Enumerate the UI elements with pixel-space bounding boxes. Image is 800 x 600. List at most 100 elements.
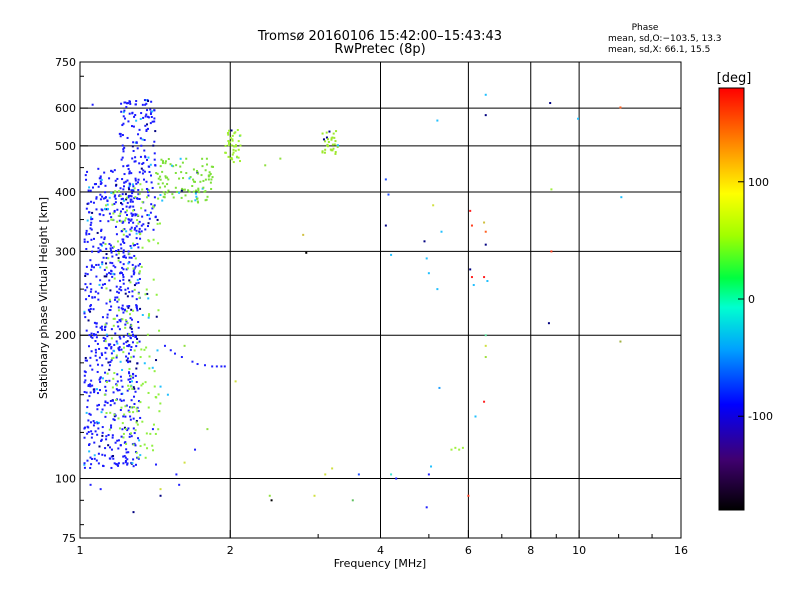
data-point (138, 277, 141, 280)
data-point (331, 467, 334, 470)
data-point (115, 253, 118, 256)
data-point (147, 391, 150, 394)
data-point (425, 506, 428, 509)
data-point (152, 449, 155, 452)
data-point (120, 289, 123, 292)
data-point (108, 368, 111, 371)
x-tick-label: 4 (377, 544, 384, 557)
data-point (146, 292, 149, 295)
data-point (330, 137, 333, 140)
data-point (131, 290, 134, 293)
data-point (104, 415, 107, 418)
data-point (153, 109, 156, 112)
data-point (104, 385, 107, 388)
data-point (91, 336, 94, 339)
data-point (125, 198, 128, 201)
data-point (151, 366, 154, 369)
data-point (122, 111, 125, 114)
data-point (101, 354, 104, 357)
data-point (123, 228, 126, 231)
data-point (484, 93, 487, 96)
data-point (154, 215, 157, 218)
data-point (130, 229, 133, 232)
data-point (469, 268, 472, 271)
data-point (146, 123, 149, 126)
data-point (122, 233, 125, 236)
data-point (328, 130, 331, 133)
data-point (120, 102, 123, 105)
data-point (109, 343, 112, 346)
y-axis-label: Stationary phase Virtual Height [km] (37, 197, 50, 399)
data-point (134, 257, 137, 260)
data-point (85, 329, 88, 332)
data-point (270, 499, 273, 502)
data-point (233, 145, 236, 148)
data-point (133, 442, 136, 445)
colorbar-tick-label: 100 (748, 176, 769, 189)
data-point (135, 419, 138, 422)
data-point (195, 195, 198, 198)
data-point (114, 250, 117, 253)
data-point (83, 390, 86, 393)
y-tick-label: 600 (55, 102, 76, 115)
data-point (116, 321, 119, 324)
data-point (93, 296, 96, 299)
data-point (174, 186, 177, 189)
data-point (105, 273, 108, 276)
data-point (136, 362, 139, 365)
data-point (146, 158, 149, 161)
data-point (107, 361, 110, 364)
data-point (113, 372, 116, 375)
x-tick-label: 10 (572, 544, 586, 557)
data-point (118, 349, 121, 352)
data-point (105, 333, 108, 336)
data-point (102, 197, 105, 200)
data-point (113, 462, 116, 465)
data-point (113, 298, 116, 301)
data-point (151, 428, 154, 431)
data-point (483, 221, 486, 224)
data-point (154, 164, 157, 167)
data-point (91, 384, 94, 387)
data-point (203, 190, 206, 193)
data-point (131, 295, 134, 298)
colorbar-tick-label: -100 (748, 410, 773, 423)
data-point (162, 195, 165, 198)
data-point (96, 422, 99, 425)
data-point (121, 266, 124, 269)
data-point (85, 298, 88, 301)
y-tick-label: 100 (55, 473, 76, 486)
data-point (577, 117, 580, 120)
data-point (126, 340, 129, 343)
data-point (113, 317, 116, 320)
data-point (87, 202, 90, 205)
data-point (126, 213, 129, 216)
data-point (112, 356, 115, 359)
data-point (384, 224, 387, 227)
data-point (128, 313, 131, 316)
data-point (129, 205, 132, 208)
data-point (100, 325, 103, 328)
data-point (102, 214, 105, 217)
data-point (147, 191, 150, 194)
data-point (97, 421, 100, 424)
data-point (117, 417, 120, 420)
data-point (143, 443, 146, 446)
data-point (178, 483, 181, 486)
data-point (134, 114, 137, 117)
data-point (106, 313, 109, 316)
data-point (149, 163, 152, 166)
data-point (390, 473, 393, 476)
data-point (97, 263, 100, 266)
data-point (387, 193, 390, 196)
data-point (104, 325, 107, 328)
data-point (111, 170, 114, 173)
data-point (143, 138, 146, 141)
data-point (175, 190, 178, 193)
data-point (88, 334, 91, 337)
data-point (109, 247, 112, 250)
data-point (181, 161, 184, 164)
data-point (122, 199, 125, 202)
data-point (132, 209, 135, 212)
data-point (138, 439, 141, 442)
